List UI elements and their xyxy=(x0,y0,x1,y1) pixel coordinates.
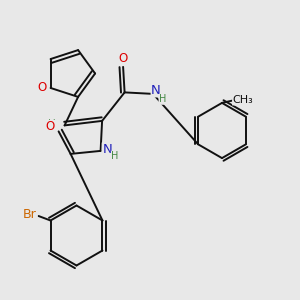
Text: H: H xyxy=(111,151,119,161)
Text: N: N xyxy=(102,143,112,156)
Text: N: N xyxy=(151,84,161,97)
Text: O: O xyxy=(118,52,128,65)
Text: Br: Br xyxy=(23,208,37,221)
Text: H: H xyxy=(159,94,166,104)
Text: H: H xyxy=(48,119,56,129)
Text: CH₃: CH₃ xyxy=(232,95,254,105)
Text: O: O xyxy=(38,81,47,94)
Text: O: O xyxy=(46,120,55,134)
